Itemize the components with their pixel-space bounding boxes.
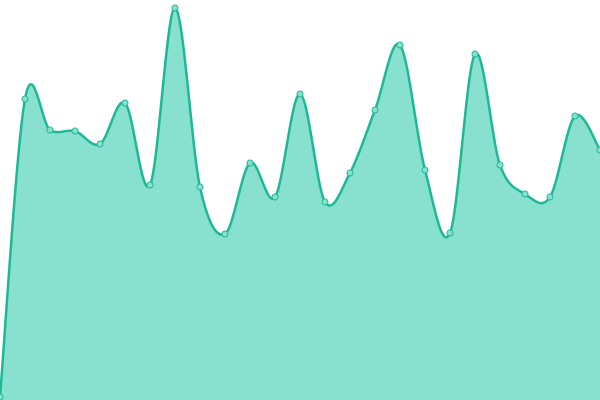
data-point	[221, 230, 229, 238]
data-point	[571, 112, 579, 120]
data-point	[496, 161, 504, 169]
data-point	[71, 127, 79, 135]
data-point	[196, 183, 204, 191]
data-point	[146, 181, 154, 189]
data-point	[396, 41, 404, 49]
data-point	[596, 146, 600, 154]
data-point	[346, 169, 354, 177]
data-point	[546, 193, 554, 201]
data-point	[296, 90, 304, 98]
data-point	[521, 190, 529, 198]
data-point	[246, 159, 254, 167]
data-point	[96, 140, 104, 148]
data-point	[271, 193, 279, 201]
data-point	[171, 4, 179, 12]
data-point	[421, 166, 429, 174]
data-point	[446, 229, 454, 237]
data-point	[46, 126, 54, 134]
data-point	[21, 95, 29, 103]
area-line	[0, 6, 600, 398]
data-point	[471, 50, 479, 58]
data-point	[121, 99, 129, 107]
area-fill	[0, 7, 600, 400]
data-point	[321, 198, 329, 206]
data-point	[0, 393, 4, 400]
data-point	[371, 106, 379, 114]
